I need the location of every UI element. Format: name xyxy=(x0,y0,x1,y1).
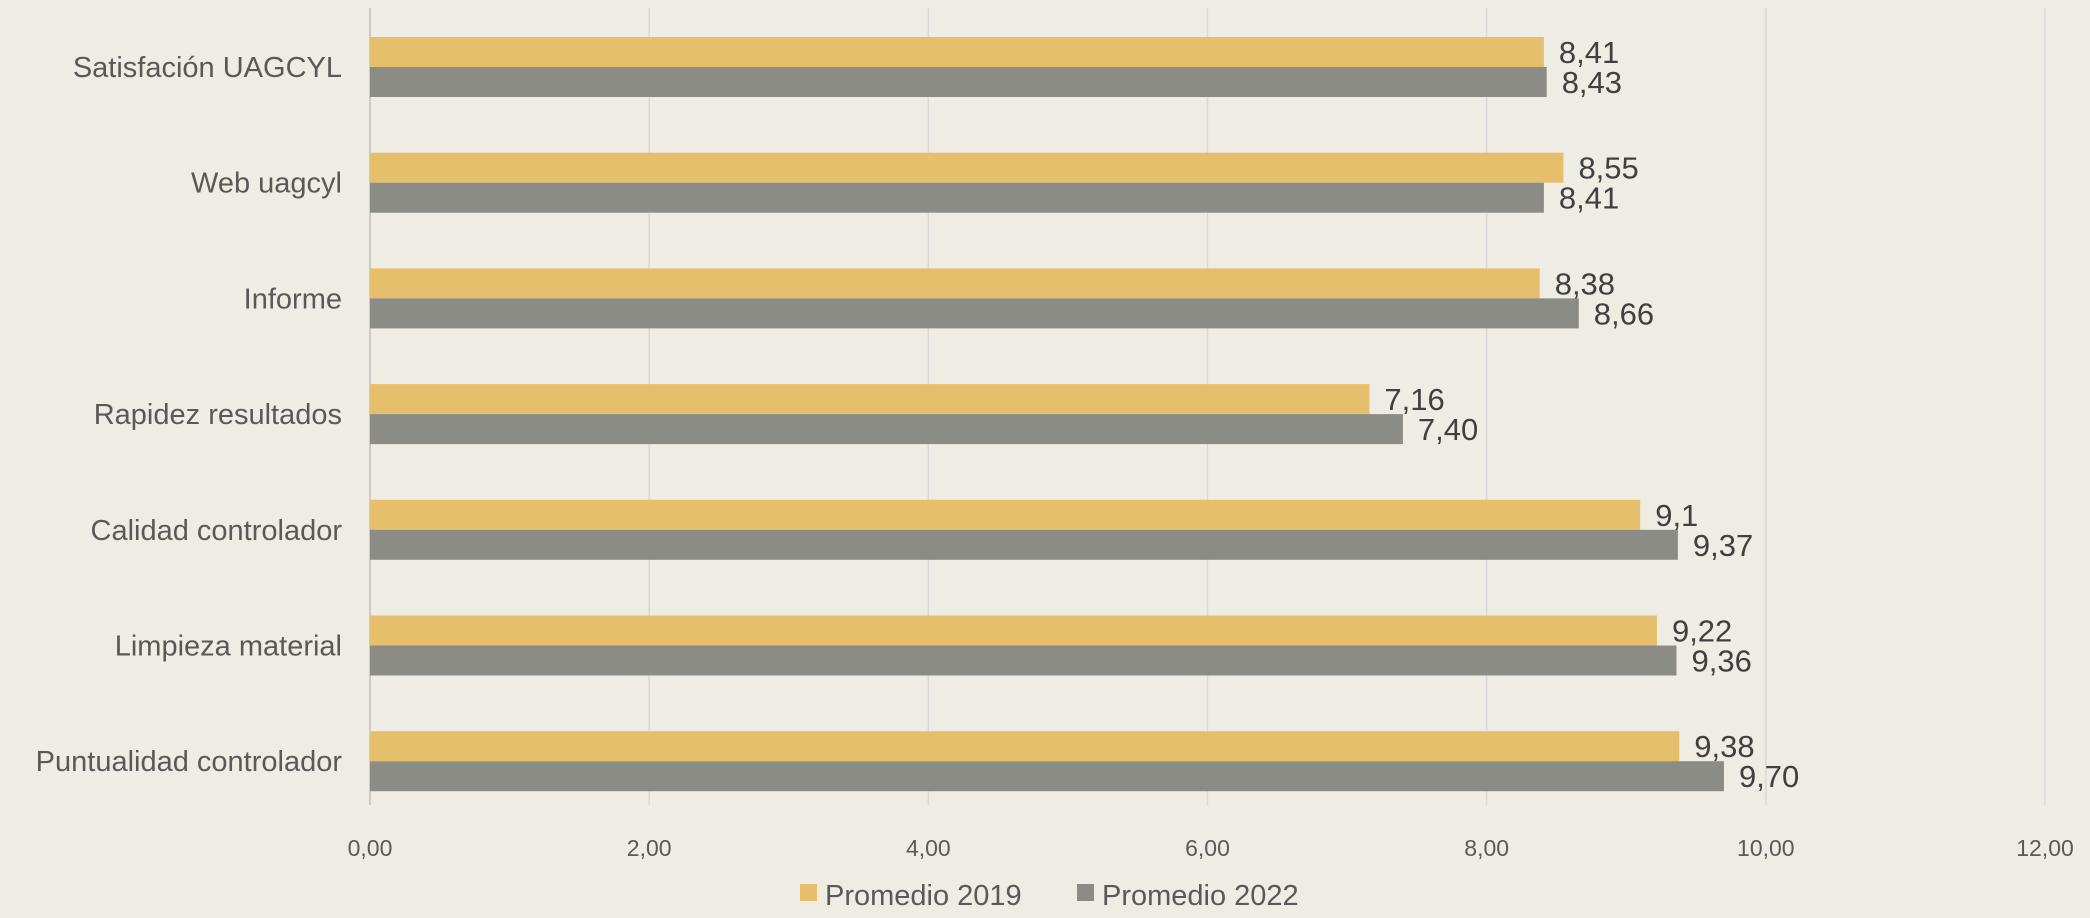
bar xyxy=(370,761,1724,792)
bar xyxy=(370,268,1540,299)
data-label: 8,66 xyxy=(1594,296,1654,331)
data-label: 8,38 xyxy=(1555,266,1615,301)
x-tick-label: 0,00 xyxy=(348,835,393,861)
category-label: Web uagcyl xyxy=(191,168,342,200)
category-label: Informe xyxy=(244,283,342,315)
legend-swatch xyxy=(1077,884,1094,901)
data-labels: 8,418,438,558,418,388,667,167,409,19,379… xyxy=(1384,35,1799,794)
x-tick-label: 12,00 xyxy=(2016,835,2074,861)
bar xyxy=(370,499,1641,530)
bar xyxy=(370,37,1544,67)
data-label: 8,43 xyxy=(1562,65,1622,100)
bar xyxy=(370,67,1547,97)
bar xyxy=(370,384,1370,415)
data-label: 9,37 xyxy=(1693,528,1753,563)
x-tick-label: 2,00 xyxy=(627,835,672,861)
data-label: 7,16 xyxy=(1384,382,1444,417)
legend-label: Promedio 2022 xyxy=(1102,880,1299,912)
data-label: 8,55 xyxy=(1578,151,1638,186)
x-tick-label: 10,00 xyxy=(1737,835,1795,861)
legend-label: Promedio 2019 xyxy=(825,880,1022,912)
data-label: 7,40 xyxy=(1418,412,1478,447)
bar xyxy=(370,529,1678,560)
category-label: Limpieza material xyxy=(115,631,342,663)
bars xyxy=(370,37,1724,792)
bar xyxy=(370,731,1680,762)
bar xyxy=(370,645,1677,676)
category-axis-labels: Satisfación UAGCYL Web uagcyl Informe Rapid… xyxy=(36,52,343,778)
x-tick-label: 8,00 xyxy=(1464,835,1509,861)
category-label: Puntualidad controlador xyxy=(36,746,343,778)
data-label: 9,22 xyxy=(1672,614,1732,649)
bar xyxy=(370,182,1544,213)
legend-swatch xyxy=(800,884,817,901)
x-tick-label: 4,00 xyxy=(906,835,951,861)
category-label: Rapidez resultados xyxy=(94,399,342,431)
bar xyxy=(370,152,1564,183)
category-label: Calidad controlador xyxy=(91,515,343,547)
legend: Promedio 2019 Promedio 2022 xyxy=(800,880,1299,912)
value-axis-tick-labels: 0,00 2,00 4,00 6,00 8,00 10,00 12,00 xyxy=(348,835,2074,861)
bar xyxy=(370,414,1403,445)
bar xyxy=(370,298,1579,329)
data-label: 8,41 xyxy=(1559,181,1619,216)
data-label: 9,70 xyxy=(1739,759,1799,794)
data-label: 9,36 xyxy=(1692,644,1752,679)
bar xyxy=(370,615,1657,646)
data-label: 9,38 xyxy=(1694,729,1754,764)
data-label: 8,41 xyxy=(1559,35,1619,70)
x-tick-label: 6,00 xyxy=(1185,835,1230,861)
category-label: Satisfación UAGCYL xyxy=(73,52,342,84)
data-label: 9,1 xyxy=(1655,498,1698,533)
